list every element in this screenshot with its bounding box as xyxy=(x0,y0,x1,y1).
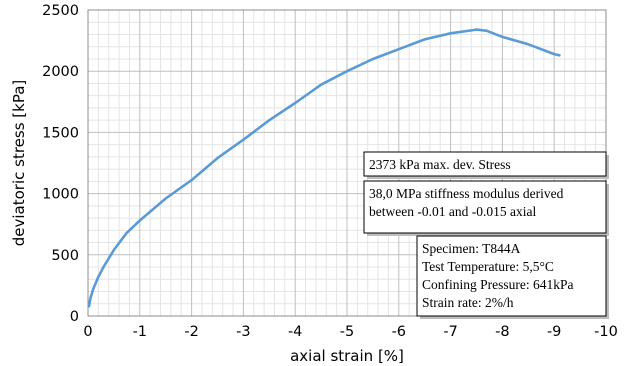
x-tick-label: -9 xyxy=(547,324,561,340)
annotation-line: 2373 kPa max. dev. Stress xyxy=(369,157,511,172)
x-tick-label: -2 xyxy=(184,324,198,340)
x-axis-label: axial strain [%] xyxy=(290,347,404,365)
annotation-line: Confining Pressure: 641kPa xyxy=(422,277,574,292)
annotations: 2373 kPa max. dev. Stress 38,0 MPa stiffn… xyxy=(363,151,609,319)
specimen-note: Specimen: T844A Test Temperature: 5,5°C Co… xyxy=(416,235,609,319)
y-tick-label: 2000 xyxy=(42,64,79,80)
x-tick-label: -10 xyxy=(594,324,618,340)
annotation-line: Specimen: T844A xyxy=(422,241,521,256)
x-tick-label: -8 xyxy=(495,324,509,340)
y-axis-ticks: 0 500 1000 1500 2000 2500 xyxy=(42,3,79,325)
y-tick-label: 1000 xyxy=(42,187,79,203)
stress-strain-line xyxy=(87,28,561,308)
annotation-box xyxy=(363,180,607,234)
annotation-line: 38,0 MPa stiffness modulus derived xyxy=(369,186,564,201)
y-tick-label: 2500 xyxy=(42,3,79,19)
x-tick-label: -1 xyxy=(133,324,147,340)
x-tick-label: -7 xyxy=(443,324,457,340)
y-tick-label: 500 xyxy=(51,248,79,264)
x-tick-label: 0 xyxy=(83,324,92,340)
annotation-box xyxy=(416,235,607,317)
y-tick-label: 0 xyxy=(70,309,79,325)
x-tick-label: -4 xyxy=(288,324,302,340)
stiffness-note: 38,0 MPa stiffness modulus derived betwee… xyxy=(363,180,609,236)
x-tick-label: -5 xyxy=(340,324,354,340)
annotation-line: Test Temperature: 5,5°C xyxy=(422,259,554,274)
y-axis-label: deviatoric stress [kPa] xyxy=(10,80,28,247)
x-axis-ticks: 0 -1 -2 -3 -4 -5 -6 -7 -8 -9 -10 xyxy=(83,324,617,340)
max-stress-note: 2373 kPa max. dev. Stress xyxy=(363,151,609,179)
y-tick-label: 1500 xyxy=(42,125,79,141)
x-tick-label: -3 xyxy=(236,324,250,340)
x-tick-label: -6 xyxy=(392,324,406,340)
annotation-line: Strain rate: 2%/h xyxy=(422,295,514,310)
annotation-box xyxy=(363,151,607,177)
annotation-line: between -0.01 and -0.015 axial xyxy=(369,204,536,219)
